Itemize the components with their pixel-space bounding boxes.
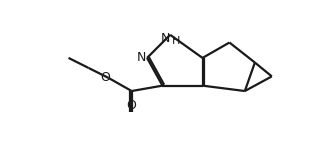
Text: O: O [100,71,110,84]
Text: O: O [127,99,137,112]
Text: N: N [137,51,146,64]
Text: N: N [161,32,170,45]
Text: H: H [172,36,180,46]
